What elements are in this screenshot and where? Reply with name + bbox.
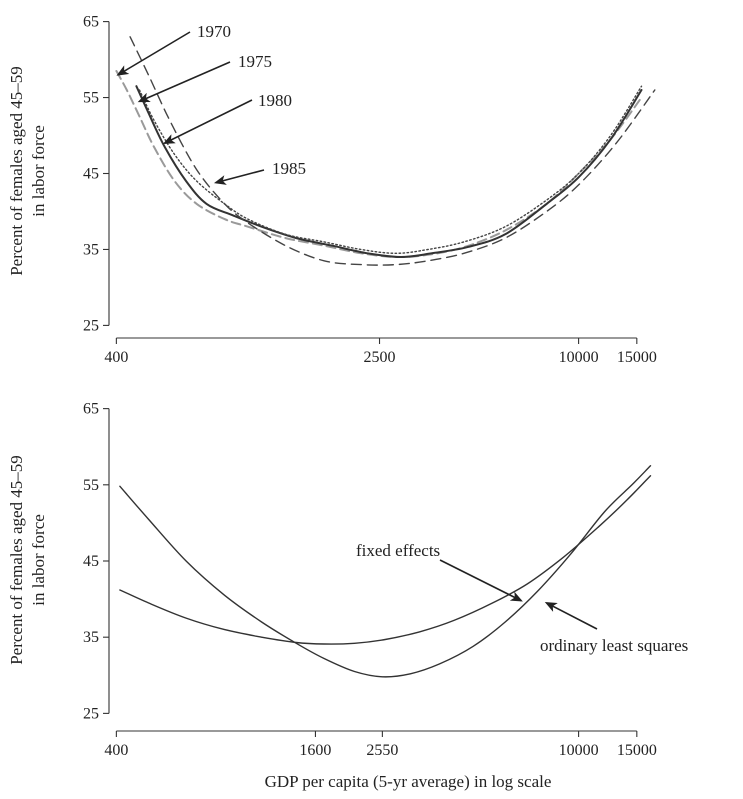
y-tick-label: 55 bbox=[83, 477, 99, 494]
annotation-arrow bbox=[118, 32, 190, 75]
top-y-axis-title-line-1: Percent of females aged 45–59 bbox=[7, 66, 26, 276]
bottom-y-axis-title: Percent of females aged 45–59 in labor f… bbox=[7, 455, 48, 665]
annotation-arrow bbox=[165, 100, 252, 143]
annotation-label: fixed effects bbox=[356, 541, 440, 560]
bottom-annotations: fixed effects ordinary least squares bbox=[356, 541, 688, 655]
y-tick-label: 55 bbox=[83, 90, 99, 107]
x-tick-label: 15000 bbox=[617, 742, 657, 759]
annotation-arrow bbox=[140, 62, 230, 101]
y-tick-label: 35 bbox=[83, 241, 99, 258]
annotation-arrow bbox=[216, 170, 264, 183]
top-panel: Percent of females aged 45–59 in labor f… bbox=[7, 14, 657, 366]
annotation-label: 1975 bbox=[238, 52, 272, 71]
x-tick-label: 10000 bbox=[559, 742, 599, 759]
top-axes: 25 35 45 55 65 400 2500 10000 15000 bbox=[83, 14, 657, 366]
annotation-arrow bbox=[440, 560, 521, 601]
bottom-y-axis-title-line-2: in labor force bbox=[29, 514, 48, 606]
x-tick-label: 1600 bbox=[299, 742, 331, 759]
series-line-1980 bbox=[140, 86, 642, 253]
top-y-axis-title: Percent of females aged 45–59 in labor f… bbox=[7, 66, 48, 276]
x-tick-label: 10000 bbox=[559, 349, 599, 366]
y-tick-label: 35 bbox=[83, 629, 99, 646]
y-tick-label: 45 bbox=[83, 553, 99, 570]
bottom-y-axis-title-line-1: Percent of females aged 45–59 bbox=[7, 455, 26, 665]
y-tick-label: 45 bbox=[83, 166, 99, 183]
top-annotations: 1970 1975 1980 1985 bbox=[118, 22, 306, 183]
bottom-panel: Percent of females aged 45–59 in labor f… bbox=[7, 401, 688, 791]
series-line-1975 bbox=[136, 86, 641, 257]
top-y-axis-title-line-2: in labor force bbox=[29, 125, 48, 217]
x-tick-label: 400 bbox=[104, 742, 128, 759]
bottom-x-axis-title: GDP per capita (5-yr average) in log sca… bbox=[265, 772, 552, 791]
y-tick-label: 25 bbox=[83, 705, 99, 722]
annotation-label: ordinary least squares bbox=[540, 636, 688, 655]
annotation-label: 1985 bbox=[272, 159, 306, 178]
series-line-1970 bbox=[116, 71, 641, 257]
bottom-axes: 25 35 45 55 65 400 1600 2550 10000 15000 bbox=[83, 401, 657, 759]
y-tick-label: 65 bbox=[83, 14, 99, 31]
top-series-layer bbox=[116, 37, 654, 265]
y-tick-label: 65 bbox=[83, 401, 99, 418]
annotation-label: 1970 bbox=[197, 22, 231, 41]
x-tick-label: 2500 bbox=[364, 349, 396, 366]
annotation-arrow bbox=[547, 603, 597, 629]
annotation-label: 1980 bbox=[258, 91, 292, 110]
y-tick-label: 25 bbox=[83, 317, 99, 334]
x-tick-label: 15000 bbox=[617, 349, 657, 366]
x-tick-label: 2550 bbox=[366, 742, 398, 759]
x-tick-label: 400 bbox=[104, 349, 128, 366]
